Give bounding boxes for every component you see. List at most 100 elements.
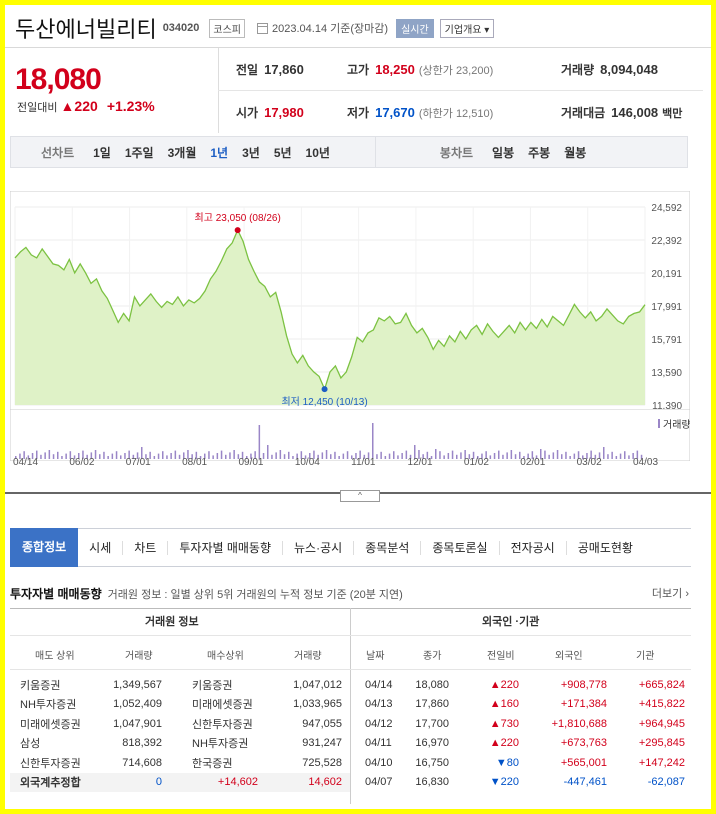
stat-open: 시가 17,980 <box>236 105 304 120</box>
volume-bar <box>162 451 164 459</box>
diff-label: 전일대비 <box>17 102 58 114</box>
x-axis: 04/14 06/02 07/01 08/01 09/01 10/04 11/01 12/01… <box>10 457 690 475</box>
volume-bar <box>267 445 269 459</box>
volume-bar <box>36 450 38 459</box>
volume-bar <box>99 454 101 459</box>
volume-bar <box>57 451 59 459</box>
broker-group-header: 거래원 정보 <box>145 616 199 628</box>
volume-bar <box>422 454 424 459</box>
volume-bar <box>178 454 181 459</box>
volume-bar <box>195 451 198 459</box>
stat-prev-close: 전일 17,860 <box>236 62 304 77</box>
volume-bar <box>90 452 93 459</box>
volume-bar <box>401 453 403 459</box>
col-institution: 기관 <box>636 651 655 662</box>
broker-row: 삼성 818,392 NH투자증권 931,247 <box>20 737 342 751</box>
foreign-institution-row: 04/14 18,080 ▲220 +908,778 +665,824 <box>365 678 685 691</box>
volume-bar <box>330 454 332 459</box>
company-overview-dropdown[interactable]: 기업개요 ▾ <box>439 18 495 38</box>
foreign-institution-row: 04/13 17,860 ▲160 +171,384 +415,822 <box>365 698 685 711</box>
tab-overview[interactable]: 종합정보 <box>10 528 79 567</box>
tab-disclosure[interactable]: 전자공시 <box>498 540 566 555</box>
volume-bar <box>405 450 408 459</box>
candle-monthly[interactable]: 월봉 <box>564 145 587 160</box>
volume-bar <box>15 456 17 459</box>
period-10y[interactable]: 10년 <box>305 145 330 160</box>
volume-bar <box>229 452 231 459</box>
volume-bar <box>451 450 454 459</box>
volume-bar <box>426 451 429 459</box>
x-tick-label: 04/03 <box>633 457 659 468</box>
volume-legend-label: 거래량 <box>663 419 690 431</box>
y-tick-label: 20,191 <box>651 269 682 280</box>
volume-bar <box>309 453 311 459</box>
volume-bar <box>300 451 303 459</box>
tab-quotes[interactable]: 시세 <box>89 540 112 555</box>
period-1y[interactable]: 1년 <box>210 145 229 160</box>
period-3m[interactable]: 3개월 <box>167 145 197 160</box>
low-marker <box>321 386 328 393</box>
volume-legend-swatch <box>658 419 660 428</box>
period-1d[interactable]: 1일 <box>93 145 111 160</box>
volume-bar <box>325 450 328 459</box>
volume-bar <box>246 456 248 459</box>
volume-bar <box>19 453 21 459</box>
volume-bar <box>384 456 387 459</box>
volume-bar <box>632 453 634 459</box>
volume-bar <box>359 450 361 459</box>
volume-bar <box>439 451 441 459</box>
volume-bar <box>250 453 252 459</box>
price-change: 전일대비 ▲220 +1.23% <box>17 98 155 115</box>
investor-section-title: 투자자별 매매동향 거래원 정보 : 일별 상위 5위 거래원의 누적 정보 기준… <box>10 587 403 601</box>
tab-discussion[interactable]: 종목토론실 <box>420 540 498 555</box>
volume-bar <box>103 451 105 459</box>
volume-bar <box>569 456 571 459</box>
foreign-sum-row: 외국계추정합 0 +14,602 14,602 <box>10 772 350 792</box>
volume-bar <box>124 453 126 459</box>
volume-bar <box>275 452 277 459</box>
x-tick-label: 10/04 <box>294 457 320 468</box>
volume-bar <box>489 455 492 459</box>
tab-short-selling[interactable]: 공매도현황 <box>565 540 644 555</box>
volume-bar <box>141 447 143 459</box>
tab-analysis[interactable]: 종목분석 <box>353 540 420 555</box>
volume-bar <box>145 454 147 459</box>
tab-news[interactable]: 뉴스·공시 <box>282 540 353 555</box>
period-5y[interactable]: 5년 <box>273 145 292 160</box>
volume-frame <box>10 409 690 461</box>
realtime-button[interactable]: 실시간 <box>396 18 434 38</box>
volume-bar <box>498 450 500 459</box>
volume-bar <box>414 445 416 459</box>
volume-bar <box>292 456 294 459</box>
volume-bar <box>506 452 508 459</box>
candle-daily[interactable]: 일봉 <box>492 145 515 160</box>
volume-bar <box>304 455 307 459</box>
tab-chart[interactable]: 차트 <box>122 540 167 555</box>
price-chart[interactable]: 24,592 22,392 20,191 17,991 15,791 13,590 11,3… <box>10 191 690 411</box>
volume-bar <box>153 456 156 459</box>
high-marker <box>234 227 241 234</box>
tab-investor-trends[interactable]: 투자자별 매매동향 <box>167 540 282 555</box>
volume-bar <box>279 450 282 459</box>
period-3y[interactable]: 3년 <box>242 145 260 160</box>
more-link[interactable]: 더보기 › <box>651 588 689 600</box>
volume-bar <box>535 455 538 459</box>
candle-weekly[interactable]: 주봉 <box>528 145 551 160</box>
period-1w[interactable]: 1주일 <box>124 145 154 160</box>
chart-collapse-handle[interactable]: ^ <box>340 490 380 502</box>
volume-bar <box>69 451 72 459</box>
volume-bar <box>527 453 529 459</box>
volume-bar <box>94 450 97 459</box>
volume-bar <box>61 456 63 459</box>
volume-bar <box>23 451 25 459</box>
volume-bar <box>464 450 466 459</box>
volume-bar <box>40 454 42 459</box>
y-tick-label: 22,392 <box>651 236 682 247</box>
price-area <box>15 230 645 405</box>
y-tick-label: 17,991 <box>651 302 682 313</box>
volume-bar <box>216 453 219 459</box>
change-rate: +1.23% <box>106 98 155 114</box>
volume-bar <box>120 455 122 459</box>
volume-bar <box>52 454 55 459</box>
volume-bar <box>317 454 319 459</box>
